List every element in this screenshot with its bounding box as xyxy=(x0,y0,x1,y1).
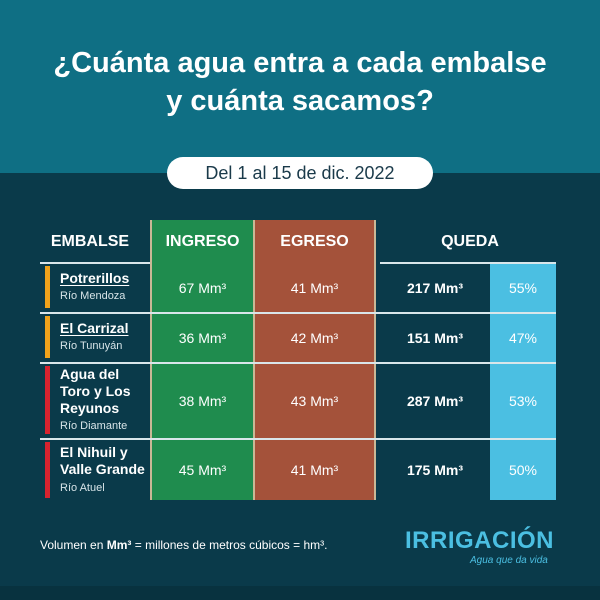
reservoir-name-line: Reyunos xyxy=(60,400,120,416)
egreso-value: 41 Mm³ xyxy=(290,280,339,296)
region-marker-orange xyxy=(45,266,50,308)
header-divider-left xyxy=(40,262,150,264)
egreso-value: 41 Mm³ xyxy=(290,462,339,478)
queda-value: 175 Mm³ xyxy=(406,462,464,478)
row-divider xyxy=(40,312,556,314)
header-embalse: EMBALSE xyxy=(50,233,130,250)
river-name: Río Atuel xyxy=(60,482,105,494)
reservoir-name: Agua del Toro y Los Reyunos xyxy=(60,366,131,417)
percent-value: 50% xyxy=(508,462,538,478)
header-divider-right xyxy=(380,262,556,264)
header-band xyxy=(0,0,600,173)
queda-value: 151 Mm³ xyxy=(406,330,464,346)
egreso-value: 43 Mm³ xyxy=(290,393,339,409)
footnote-post: = millones de metros cúbicos = hm³. xyxy=(131,538,328,552)
page-title: ¿Cuánta agua entra a cada embalse y cuán… xyxy=(0,44,600,120)
region-marker-red xyxy=(45,442,50,498)
header-egreso: EGRESO xyxy=(280,233,349,250)
logo-tagline: Agua que da vida xyxy=(470,555,548,566)
title-line-2-pre: y xyxy=(166,85,191,117)
percent-value: 53% xyxy=(508,393,538,409)
header-ingreso: INGRESO xyxy=(165,233,240,250)
footnote-pre: Volumen en xyxy=(40,538,107,552)
row-divider xyxy=(40,362,556,364)
reservoir-name: Potrerillos xyxy=(60,270,129,287)
date-range-badge: Del 1 al 15 de dic. 2022 xyxy=(167,157,433,189)
ingreso-value: 36 Mm³ xyxy=(178,330,227,346)
reservoir-name-line: El Nihuil y xyxy=(60,444,128,460)
egreso-column-bg xyxy=(253,220,376,500)
reservoir-name: El Nihuil y Valle Grande xyxy=(60,444,145,478)
irrigacion-logo: IRRIGACIÓN xyxy=(405,527,554,554)
percent-value: 47% xyxy=(508,330,538,346)
title-line-1-bold: ¿Cuánta agua entra xyxy=(53,47,325,79)
title-line-1-rest: a cada embalse xyxy=(324,47,547,79)
ingreso-value: 45 Mm³ xyxy=(178,462,227,478)
ingreso-value: 67 Mm³ xyxy=(178,280,227,296)
reservoir-name-line: Valle Grande xyxy=(60,461,145,477)
footnote-bold: Mm³ xyxy=(106,538,132,552)
title-line-1: ¿Cuánta agua entra a cada embalse xyxy=(0,44,600,82)
title-line-2-bold: cuánta sacamos xyxy=(190,85,417,117)
units-footnote: Volumen en Mm³ = millones de metros cúbi… xyxy=(40,538,327,552)
reservoir-name-line: Agua del xyxy=(60,366,120,382)
reservoir-name-line: Potrerillos xyxy=(60,270,130,286)
header-queda: QUEDA xyxy=(441,233,499,250)
region-marker-red xyxy=(45,366,50,434)
row-divider xyxy=(40,438,556,440)
river-name: Río Diamante xyxy=(60,420,128,432)
ingreso-column-bg xyxy=(150,220,253,500)
region-marker-orange xyxy=(45,316,50,358)
bottom-stripe xyxy=(0,586,600,600)
river-name: Río Mendoza xyxy=(60,290,126,302)
river-name: Río Tunuyán xyxy=(60,340,123,352)
percent-column-bg xyxy=(490,263,556,500)
queda-value: 217 Mm³ xyxy=(406,280,464,296)
percent-value: 55% xyxy=(508,280,538,296)
reservoir-name-line: Toro y Los xyxy=(60,383,131,399)
queda-value: 287 Mm³ xyxy=(406,393,464,409)
title-line-2-post: ? xyxy=(416,85,434,117)
reservoir-name: El Carrizal xyxy=(60,320,128,337)
ingreso-value: 38 Mm³ xyxy=(178,393,227,409)
reservoir-name-line: El Carrizal xyxy=(60,320,129,336)
title-line-2: y cuánta sacamos? xyxy=(0,82,600,120)
egreso-value: 42 Mm³ xyxy=(290,330,339,346)
